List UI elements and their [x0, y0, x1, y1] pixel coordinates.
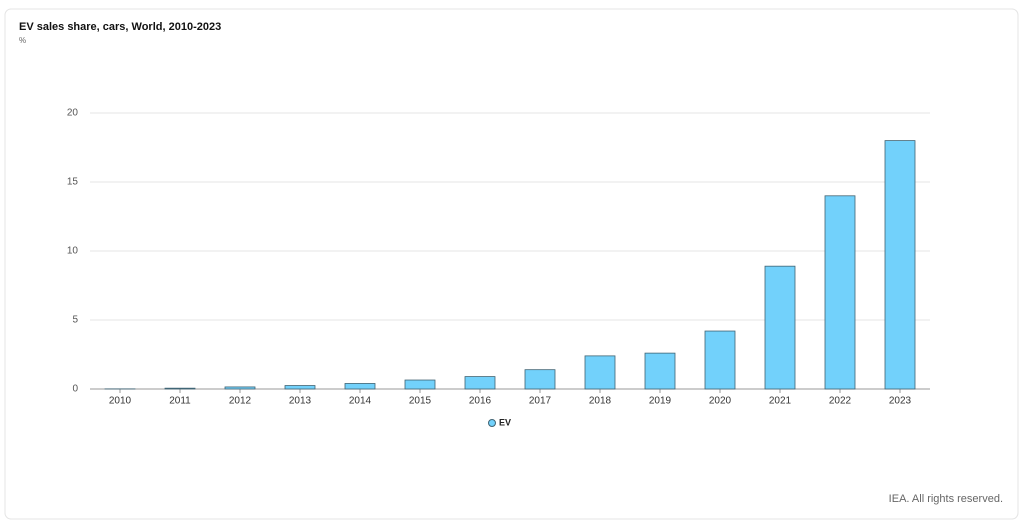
- x-tick-label: 2023: [889, 396, 912, 407]
- x-tick-label: 2018: [589, 396, 612, 407]
- bar: [285, 386, 315, 389]
- y-tick-label: 5: [72, 315, 78, 326]
- x-tick-label: 2010: [109, 396, 132, 407]
- legend-label: EV: [499, 417, 511, 427]
- bar: [345, 383, 375, 389]
- y-tick-label: 20: [67, 108, 79, 119]
- bar: [525, 370, 555, 389]
- x-tick-label: 2020: [709, 396, 732, 407]
- y-tick-label: 0: [72, 384, 78, 395]
- x-tick-label: 2021: [769, 396, 792, 407]
- footer: IEA. All rights reserved.: [889, 493, 1003, 505]
- bar: [645, 353, 675, 389]
- x-tick-label: 2022: [829, 396, 852, 407]
- x-tick-label: 2013: [289, 396, 312, 407]
- bar: [585, 356, 615, 389]
- chart-title: EV sales share, cars, World, 2010-2023: [19, 21, 221, 33]
- chart-subtitle: %: [19, 36, 26, 45]
- legend-marker: [489, 420, 496, 427]
- bar: [165, 388, 195, 389]
- x-tick-label: 2019: [649, 396, 672, 407]
- x-tick-label: 2017: [529, 396, 552, 407]
- bar: [225, 387, 255, 389]
- y-tick-label: 15: [67, 177, 79, 188]
- card: [5, 9, 1018, 519]
- bar: [405, 380, 435, 389]
- x-tick-label: 2011: [169, 396, 191, 407]
- x-tick-label: 2015: [409, 396, 432, 407]
- y-tick-label: 10: [67, 246, 79, 257]
- bar: [765, 266, 795, 389]
- bar: [465, 377, 495, 389]
- x-tick-label: 2014: [349, 396, 372, 407]
- bar: [705, 331, 735, 389]
- x-tick-label: 2012: [229, 396, 252, 407]
- bar: [825, 196, 855, 389]
- bar: [885, 141, 915, 389]
- x-tick-label: 2016: [469, 396, 492, 407]
